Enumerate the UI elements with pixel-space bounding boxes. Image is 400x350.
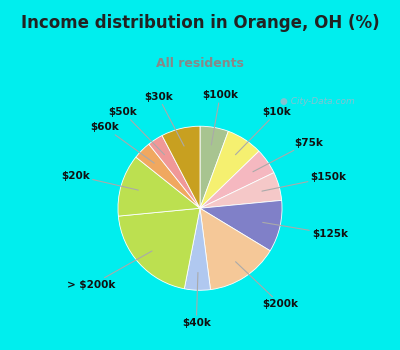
Text: $100k: $100k [202, 90, 238, 145]
Text: $150k: $150k [262, 172, 347, 191]
Text: $60k: $60k [90, 122, 154, 163]
Wedge shape [118, 157, 200, 216]
Wedge shape [200, 208, 270, 289]
Text: $30k: $30k [144, 92, 184, 146]
Text: All residents: All residents [156, 57, 244, 70]
Wedge shape [200, 151, 274, 208]
Text: $50k: $50k [108, 107, 164, 155]
Text: $200k: $200k [236, 262, 299, 309]
Wedge shape [118, 208, 200, 289]
Text: $10k: $10k [236, 107, 292, 155]
Wedge shape [200, 131, 259, 208]
Text: $125k: $125k [263, 222, 348, 239]
Wedge shape [149, 135, 200, 208]
Wedge shape [136, 144, 200, 208]
Text: ● City-Data.com: ● City-Data.com [280, 97, 355, 106]
Wedge shape [200, 126, 228, 208]
Text: $75k: $75k [253, 138, 323, 172]
Text: Income distribution in Orange, OH (%): Income distribution in Orange, OH (%) [21, 14, 379, 32]
Text: > $200k: > $200k [67, 251, 152, 290]
Wedge shape [200, 200, 282, 251]
Wedge shape [200, 173, 282, 208]
Text: $20k: $20k [61, 170, 138, 190]
Wedge shape [184, 208, 210, 290]
Wedge shape [162, 126, 200, 208]
Text: $40k: $40k [182, 273, 211, 328]
